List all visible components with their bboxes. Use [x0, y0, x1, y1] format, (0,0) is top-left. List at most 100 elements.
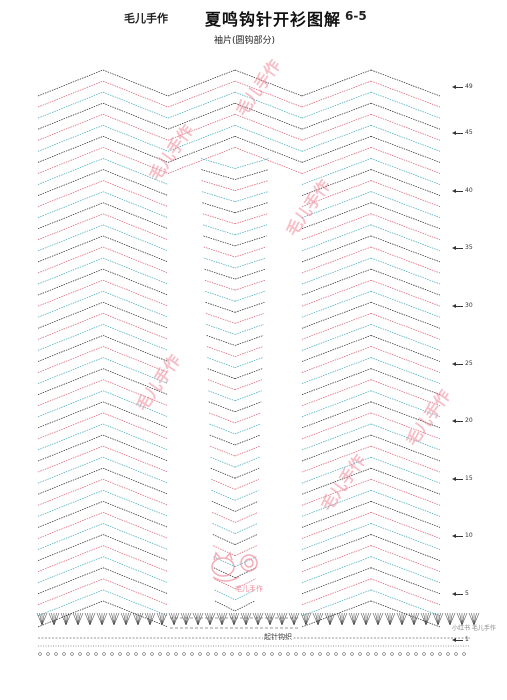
stitch-row — [102, 401, 169, 429]
stitch-row — [65, 612, 72, 626]
stitch-row — [370, 412, 441, 440]
stitch-row — [102, 169, 169, 196]
stitch-row — [301, 379, 372, 407]
stitch-row — [102, 257, 169, 285]
stitch-row — [213, 556, 236, 568]
stitch-row — [135, 612, 139, 626]
stitch-row — [149, 612, 153, 626]
stitch-row — [401, 612, 408, 626]
stitch-row — [329, 612, 333, 626]
stitch-row — [48, 612, 55, 626]
stitch-row — [234, 158, 270, 169]
stitch-row — [301, 467, 372, 495]
stitch-row — [370, 257, 441, 285]
stitch-row — [102, 335, 169, 362]
stitch-row — [37, 335, 104, 362]
edge-stitch — [222, 652, 226, 656]
edge-stitch — [358, 652, 362, 656]
stitch-row — [370, 489, 441, 517]
stitch-row — [315, 612, 319, 626]
stitch-row — [245, 612, 249, 626]
stitch-row — [234, 445, 261, 457]
stitch-row — [173, 612, 177, 626]
stitch-row — [370, 69, 441, 97]
stitch-row — [37, 456, 104, 484]
stitch-row — [305, 612, 309, 626]
stitch-row — [185, 612, 192, 626]
stitch-row — [327, 612, 331, 626]
edge-stitch — [230, 652, 234, 656]
stitch-row — [53, 612, 60, 626]
stitch-row — [37, 556, 104, 584]
stitch-row — [234, 335, 264, 346]
stitch-row — [339, 612, 343, 626]
stitch-row — [301, 246, 372, 274]
stitch-row — [234, 180, 269, 191]
stitch-row — [207, 612, 211, 626]
stitch-row — [301, 578, 372, 606]
stitch-row — [370, 124, 441, 152]
edge-stitch — [70, 652, 74, 656]
stitch-row — [234, 456, 260, 468]
stitch-row — [276, 612, 283, 626]
stitch-row — [252, 612, 259, 626]
stitch-row — [96, 612, 103, 626]
stitch-row — [348, 612, 355, 626]
edge-stitch — [206, 652, 210, 656]
edge-stitch — [374, 652, 378, 656]
stitch-row — [209, 434, 236, 446]
stitch-row — [168, 612, 175, 626]
stitch-row — [37, 113, 104, 141]
stitch-row — [231, 612, 235, 626]
stitch-row — [317, 612, 321, 626]
stitch-row — [37, 313, 104, 340]
stitch-row — [37, 124, 104, 152]
stitch-row — [301, 180, 372, 207]
stitch-row — [208, 390, 236, 402]
stitch-row — [234, 412, 262, 424]
stitch-row — [37, 191, 104, 218]
stitch-row — [389, 612, 393, 626]
stitch-row — [301, 69, 372, 97]
stitch-row — [101, 612, 108, 626]
edge-stitch — [166, 652, 170, 656]
stitch-row — [370, 180, 441, 207]
stitch-row — [264, 612, 271, 626]
stitch-row — [234, 523, 258, 534]
stitch-row — [87, 612, 91, 626]
stitch-row — [214, 600, 236, 612]
stitch-row — [301, 512, 372, 539]
stitch-row — [234, 490, 259, 501]
stitch-row — [312, 612, 319, 626]
edge-stitch — [318, 652, 322, 656]
stitch-row — [37, 478, 104, 506]
stitch-row — [370, 368, 441, 395]
edge-stitch — [46, 652, 50, 656]
stitch-row — [317, 612, 324, 626]
stitch-row — [37, 368, 104, 395]
stitch-row — [234, 191, 269, 203]
stitch-row — [389, 612, 396, 626]
stitch-row — [102, 434, 169, 462]
stitch-row — [37, 69, 104, 97]
stitch-row — [161, 612, 168, 626]
stitch-row — [210, 467, 236, 479]
stitch-row — [370, 301, 441, 329]
stitch-row — [102, 478, 169, 506]
stitch-row — [301, 335, 372, 362]
stitch-row — [456, 612, 463, 626]
stitch-row — [37, 147, 104, 174]
stitch-row — [353, 612, 360, 626]
stitch-row — [221, 612, 225, 626]
row-marker-label: 5 — [465, 589, 469, 597]
stitch-row — [201, 169, 236, 180]
stitch-row — [301, 158, 372, 185]
stitch-row — [213, 545, 236, 556]
edge-stitch — [198, 652, 202, 656]
stitch-row — [207, 379, 236, 391]
stitch-row — [301, 113, 372, 141]
stitch-row — [41, 612, 48, 626]
stitch-row — [370, 202, 441, 230]
stitch-row — [37, 589, 104, 617]
